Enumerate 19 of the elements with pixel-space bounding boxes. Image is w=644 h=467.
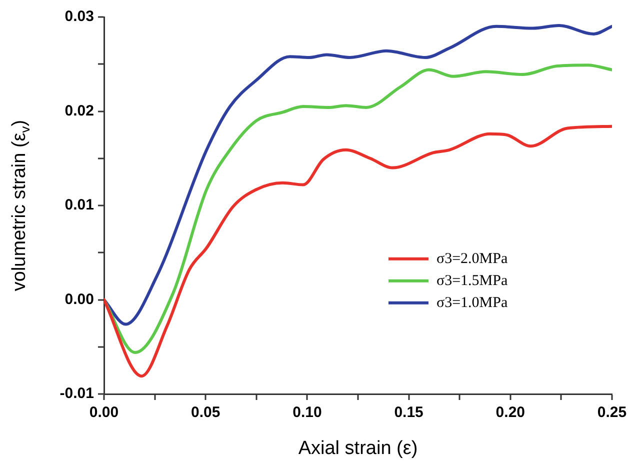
y-tick-label: 0.01 [64, 196, 94, 214]
legend-label: σ3=1.0MPa [436, 294, 508, 311]
y-tick-label: 0.02 [64, 102, 94, 120]
legend-label: σ3=2.0MPa [436, 250, 508, 267]
y-tick-label: 0.03 [64, 8, 94, 26]
x-axis-title: Axial strain (ε) [298, 438, 418, 460]
x-tick-label: 0.10 [292, 404, 322, 422]
x-tick-label: 0.15 [394, 404, 424, 422]
x-tick-label: 0.00 [89, 404, 119, 422]
line-series [104, 24, 612, 326]
y-tick-label: 0.00 [64, 290, 94, 308]
y-axis-title: volumetric strain (εv) [9, 120, 32, 292]
line-series [104, 64, 612, 354]
y-tick-label: -0.01 [60, 385, 94, 402]
legend-label: σ3=1.5MPa [436, 272, 508, 289]
x-tick-label: 0.20 [496, 404, 525, 422]
x-tick-label: 0.25 [597, 404, 627, 422]
x-tick-label: 0.05 [191, 404, 220, 422]
line-series [104, 124, 612, 378]
